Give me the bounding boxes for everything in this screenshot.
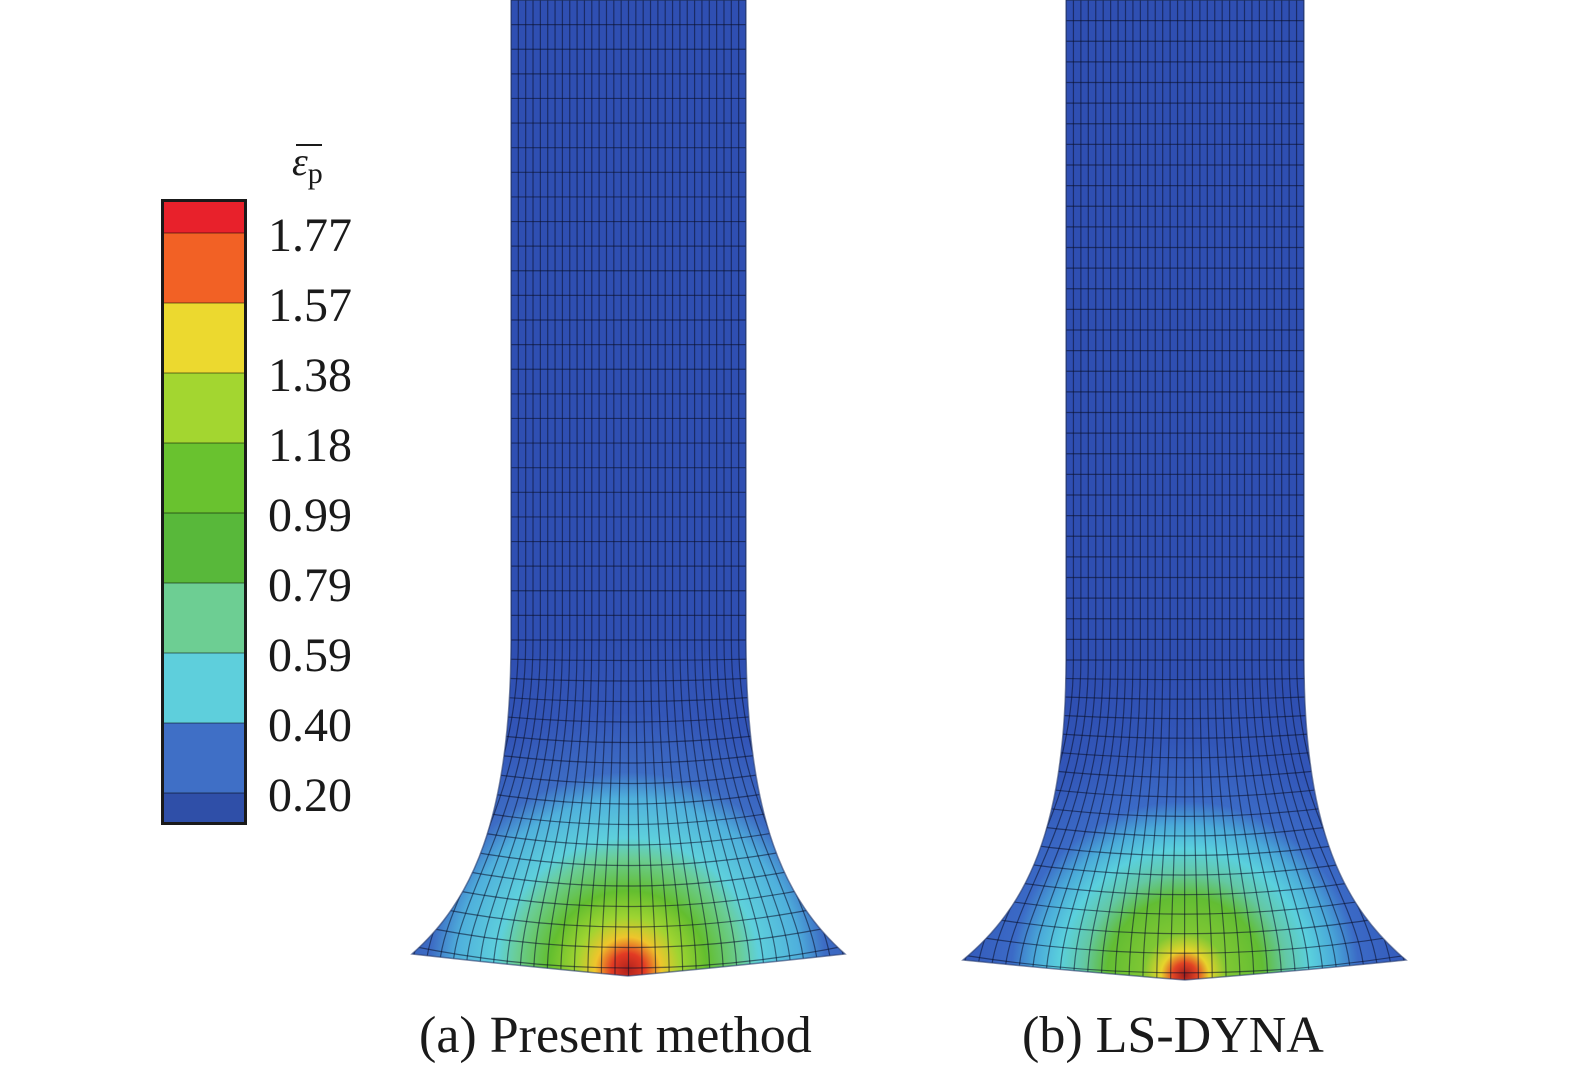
legend-tick-label: 1.57	[268, 279, 352, 332]
legend-swatch	[164, 793, 244, 822]
specimen-outline	[410, 0, 847, 977]
legend-tick-label: 1.77	[268, 209, 352, 262]
panel-ls-dyna	[961, 0, 1408, 981]
legend-swatch	[164, 373, 244, 443]
legend-tick-label: 1.38	[268, 349, 352, 402]
legend-tick-label: 0.79	[268, 559, 352, 612]
legend-swatches	[164, 202, 244, 822]
mesh-grid	[963, 0, 1406, 980]
legend-swatch	[164, 723, 244, 793]
caption-present-method: (a) Present method	[419, 1007, 812, 1064]
specimen-outline	[961, 0, 1408, 981]
legend-swatch	[164, 303, 244, 373]
legend-swatch	[164, 443, 244, 513]
legend-tick-label: 0.99	[268, 489, 352, 542]
legend-swatch	[164, 513, 244, 583]
legend-swatch	[164, 583, 244, 653]
legend-swatch	[164, 202, 244, 233]
legend-tick-label: 0.40	[268, 699, 352, 752]
legend-swatch	[164, 233, 244, 303]
legend-title: εp	[292, 139, 323, 190]
panel-present-method	[410, 0, 847, 977]
legend-tick-label: 0.20	[268, 769, 352, 822]
caption-ls-dyna: (b) LS-DYNA	[1022, 1007, 1324, 1064]
overbar	[296, 144, 322, 146]
legend-swatch	[164, 653, 244, 723]
mesh-grid	[412, 0, 845, 976]
color-legend	[161, 199, 247, 825]
legend-tick-label: 1.18	[268, 419, 352, 472]
legend-tick-label: 0.59	[268, 629, 352, 682]
